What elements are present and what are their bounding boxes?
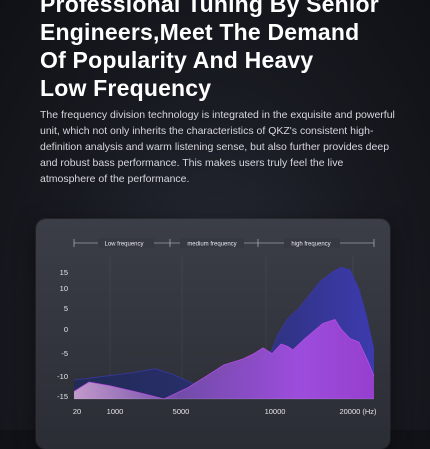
x-tick-label: 10000 xyxy=(265,407,286,416)
headline-line-1: Professional Tuning By Senior xyxy=(40,0,379,17)
y-tick-label: 15 xyxy=(60,268,68,277)
plot-area xyxy=(73,255,375,400)
x-tick-label: 1000 xyxy=(107,407,124,416)
y-tick-label: -5 xyxy=(61,349,68,358)
band-label-medium: medium frequency xyxy=(187,242,236,248)
x-tick-label: 20 xyxy=(73,407,81,416)
band-label-low: Low frequency xyxy=(104,242,143,248)
headline-line-3: Of Popularity And Heavy xyxy=(40,47,314,73)
band-label-high: high frequency xyxy=(291,242,330,248)
body-paragraph: The frequency division technology is int… xyxy=(40,109,395,185)
chart-panel: Low frequency medium frequency high freq… xyxy=(36,219,390,449)
headline-line-4: Low Frequency xyxy=(40,75,212,101)
y-tick-label: 0 xyxy=(64,325,68,334)
y-axis: 15 10 5 0 -5 -10 -15 xyxy=(57,268,68,401)
headline: Professional Tuning By Senior Engineers,… xyxy=(40,0,420,102)
y-tick-label: -10 xyxy=(57,372,68,381)
x-tick-label: 5000 xyxy=(173,407,190,416)
response-line-2 xyxy=(73,319,375,400)
frequency-band-bar: Low frequency medium frequency high freq… xyxy=(73,238,375,248)
headline-line-2: Engineers,Meet The Demand xyxy=(40,19,360,45)
y-tick-label: 5 xyxy=(64,304,68,313)
response-area-2 xyxy=(74,319,374,399)
y-tick-label: -15 xyxy=(57,392,68,401)
x-tick-label: 20000 (Hz) xyxy=(339,407,377,416)
response-line-1 xyxy=(73,266,375,385)
x-axis: 20 1000 5000 10000 20000 (Hz) xyxy=(73,407,377,416)
y-tick-label: 10 xyxy=(60,284,68,293)
frequency-chart: Low frequency medium frequency high freq… xyxy=(57,238,377,416)
